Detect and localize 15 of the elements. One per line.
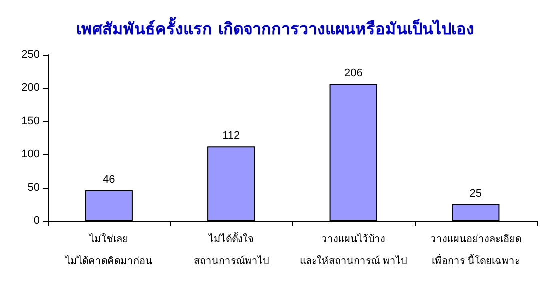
x-tick-label: วางแผนไว้บ้าง และให้สถานการณ์ พาไป <box>300 234 408 268</box>
x-tick-label: ไม่ใช่เลย ไม่ได้คาดคิดมาก่อน <box>64 234 153 268</box>
data-label: 46 <box>103 174 116 186</box>
y-tick-label: 50 <box>28 182 40 194</box>
y-tick-label: 100 <box>22 148 40 161</box>
data-label: 25 <box>470 188 482 200</box>
y-tick-label: 200 <box>22 82 40 94</box>
y-tick-label: 150 <box>22 115 40 128</box>
x-tick-label: วางแผนอย่างละเอียด เพื่อการ นี้โดยเฉพาะ <box>430 234 522 268</box>
chart-title: เพศสัมพันธ์ครั้งแรก เกิดจากการวางแผนหรือมันเป็นไปเอง <box>76 16 474 38</box>
data-label: 206 <box>344 68 363 80</box>
x-tick-label: ไม่ได้ตั้งใจ สถานการณ์พาไป <box>194 232 269 268</box>
y-tick-label: 250 <box>22 49 40 61</box>
data-label: 112 <box>222 130 240 142</box>
y-tick-label: 0 <box>34 215 40 227</box>
